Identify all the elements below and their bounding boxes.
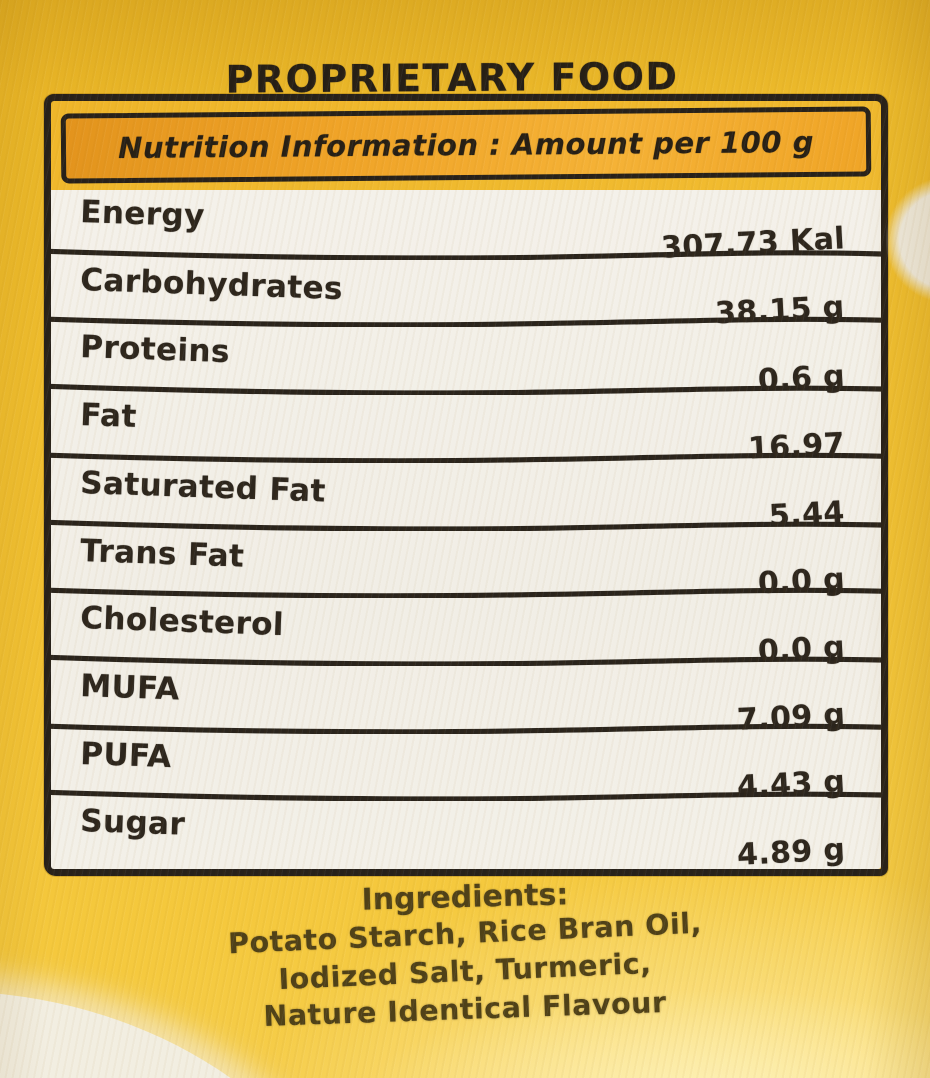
nutrient-name: Saturated Fat bbox=[79, 464, 327, 510]
nutrient-value: 5.44 bbox=[768, 494, 846, 534]
page-title: PROPRIETARY FOOD bbox=[225, 54, 679, 102]
table-row-mufa: MUFA 7.09 g bbox=[51, 666, 881, 738]
row-divider-line bbox=[51, 248, 881, 260]
nutrition-table-header: Nutrition Information : Amount per 100 g bbox=[60, 106, 872, 184]
nutrient-name: Energy bbox=[79, 194, 206, 235]
nutrient-value: 7.09 g bbox=[735, 696, 846, 738]
table-row-cholesterol: Cholesterol 0.0 g bbox=[51, 598, 881, 669]
table-row-energy: Energy 307.73 Kal bbox=[51, 192, 881, 265]
row-divider-line bbox=[51, 654, 881, 666]
nutrition-table: Nutrition Information : Amount per 100 g… bbox=[44, 94, 888, 876]
nutrient-value: 0.0 g bbox=[757, 629, 846, 670]
nutrient-name: Cholesterol bbox=[79, 600, 285, 644]
nutrient-value: 4.43 g bbox=[735, 764, 846, 806]
row-divider-line bbox=[51, 790, 881, 802]
package-highlight-circle bbox=[886, 178, 930, 302]
nutrition-rows: Energy 307.73 Kal Carbohydrates 38.15 g … bbox=[51, 190, 881, 873]
nutrient-value: 16.97 bbox=[747, 426, 846, 467]
nutrient-name: Carbohydrates bbox=[79, 261, 344, 307]
nutrient-name: Sugar bbox=[79, 803, 186, 843]
nutrition-table-header-text: Nutrition Information : Amount per 100 g bbox=[117, 124, 815, 166]
table-row-trans-fat: Trans Fat 0.0 g bbox=[51, 531, 881, 602]
nutrient-name: Trans Fat bbox=[79, 532, 245, 575]
row-divider-line bbox=[51, 587, 881, 599]
nutrient-value: 38.15 g bbox=[714, 290, 846, 332]
nutrient-name: PUFA bbox=[79, 735, 173, 775]
nutrient-name: MUFA bbox=[79, 667, 181, 708]
nutrient-value: 4.89 g bbox=[735, 832, 846, 873]
table-row-saturated-fat: Saturated Fat 5.44 bbox=[51, 463, 881, 534]
nutrient-value: 0.6 g bbox=[757, 358, 846, 399]
row-divider-line bbox=[51, 723, 881, 734]
row-divider-line bbox=[51, 383, 881, 396]
ingredients-block: Ingredients: Potato Starch, Rice Bran Oi… bbox=[0, 877, 930, 1033]
table-row-fat: Fat 16.97 bbox=[51, 395, 881, 466]
nutrient-name: Fat bbox=[79, 397, 138, 436]
table-row-pufa: PUFA 4.43 g bbox=[51, 734, 881, 806]
package-bottom-glow bbox=[330, 980, 930, 1078]
table-row-sugar: Sugar 4.89 g bbox=[51, 801, 881, 873]
row-divider-line bbox=[51, 519, 881, 531]
table-row-proteins: Proteins 0.6 g bbox=[51, 327, 881, 398]
table-row-carbohydrates: Carbohydrates 38.15 g bbox=[51, 260, 881, 332]
nutrient-value: 0.0 g bbox=[757, 561, 846, 602]
row-divider-line bbox=[51, 452, 881, 463]
nutrient-name: Proteins bbox=[79, 329, 231, 371]
row-divider-line bbox=[51, 317, 881, 328]
